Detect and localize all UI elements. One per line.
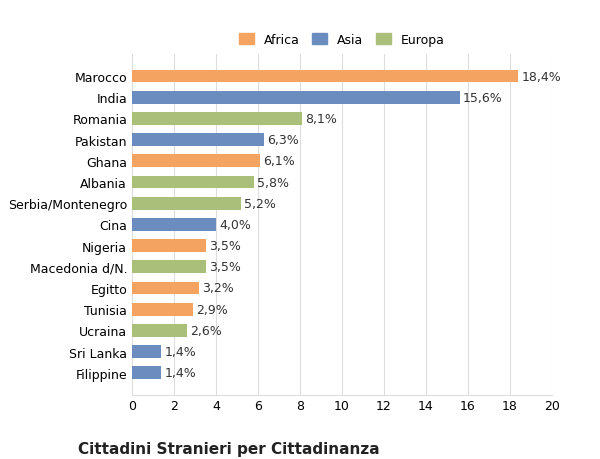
Bar <box>132 240 205 252</box>
Bar <box>132 218 216 231</box>
Bar <box>132 134 264 147</box>
Bar <box>132 176 254 189</box>
Bar <box>132 282 199 295</box>
Text: 3,2%: 3,2% <box>202 282 234 295</box>
Text: 8,1%: 8,1% <box>305 112 337 126</box>
Text: 1,4%: 1,4% <box>164 345 196 358</box>
Text: 6,1%: 6,1% <box>263 155 295 168</box>
Bar <box>132 197 241 210</box>
Text: 2,9%: 2,9% <box>196 303 228 316</box>
Text: 3,5%: 3,5% <box>209 261 241 274</box>
Text: 1,4%: 1,4% <box>164 366 196 380</box>
Text: 15,6%: 15,6% <box>463 91 503 105</box>
Text: 5,2%: 5,2% <box>244 197 276 210</box>
Text: 4,0%: 4,0% <box>219 218 251 231</box>
Text: 2,6%: 2,6% <box>190 324 221 337</box>
Bar <box>132 346 161 358</box>
Bar <box>132 92 460 104</box>
Text: Cittadini Stranieri per Cittadinanza: Cittadini Stranieri per Cittadinanza <box>78 441 380 456</box>
Text: 5,8%: 5,8% <box>257 176 289 189</box>
Text: 18,4%: 18,4% <box>521 70 562 84</box>
Bar <box>132 71 518 83</box>
Bar <box>132 325 187 337</box>
Bar <box>132 367 161 379</box>
Text: 6,3%: 6,3% <box>268 134 299 147</box>
Legend: Africa, Asia, Europa: Africa, Asia, Europa <box>233 28 451 53</box>
Text: 3,5%: 3,5% <box>209 240 241 252</box>
Bar <box>132 303 193 316</box>
Bar <box>132 261 205 274</box>
Bar <box>132 113 302 125</box>
Bar <box>132 155 260 168</box>
